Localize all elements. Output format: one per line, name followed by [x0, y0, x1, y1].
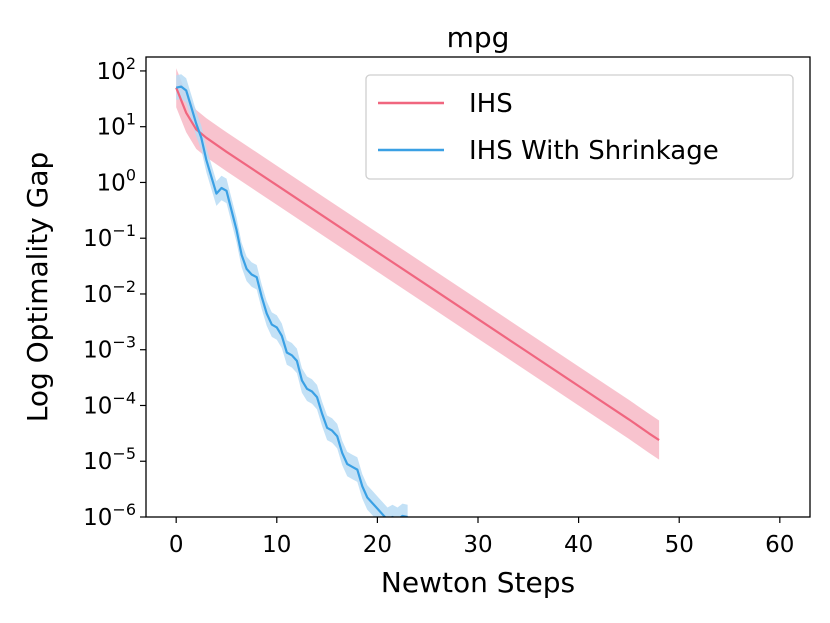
y-tick-label: 102 [97, 54, 136, 85]
x-tick-label: 10 [262, 532, 291, 558]
legend: IHS IHS With Shrinkage [365, 74, 794, 180]
x-tick-label: 40 [564, 532, 593, 558]
x-tick-label: 60 [765, 532, 794, 558]
legend-label-ihs-with-shrinkage: IHS With Shrinkage [469, 136, 719, 166]
y-tick-label: 100 [97, 165, 136, 196]
legend-label-ihs: IHS [469, 89, 513, 119]
chart-title: mpg [447, 21, 510, 54]
y-tick-label: 10−4 [83, 388, 136, 419]
y-axis-label: Log Optimality Gap [21, 152, 54, 423]
y-tick-label: 10−1 [83, 221, 136, 252]
series-line-ihs-with-shrinkage [175, 85, 408, 517]
x-axis-label: Newton Steps [381, 566, 575, 599]
x-tick-label: 20 [363, 532, 392, 558]
band-ihs [176, 68, 660, 460]
x-tick-label: 50 [665, 532, 694, 558]
legend-frame [365, 74, 794, 180]
y-tick-label: 10−2 [83, 277, 136, 308]
y-tick-label: 10−6 [83, 500, 136, 531]
y-tick-label: 101 [97, 110, 136, 141]
y-tick-label: 10−3 [83, 333, 136, 364]
y-tick-label: 10−5 [83, 444, 136, 475]
x-tick-label: 30 [463, 532, 492, 558]
x-tick-label: 0 [169, 532, 184, 558]
